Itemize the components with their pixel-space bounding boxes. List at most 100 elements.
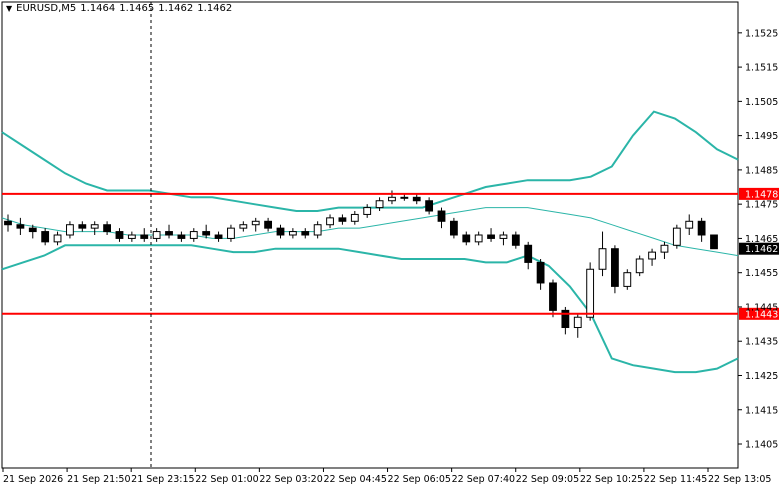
x-tick-label: 21 Sep 23:15 (131, 474, 194, 485)
bearish-candle (697, 220, 706, 236)
bearish-candle (41, 231, 50, 243)
bearish-candle (449, 220, 458, 236)
level-price-label: 1.1443 (745, 309, 778, 320)
bearish-candle (611, 248, 619, 287)
x-tick-label: 22 Sep 01:00 (195, 474, 258, 485)
bearish-candle (264, 220, 273, 229)
bullish-candle (127, 234, 136, 239)
bullish-candle (474, 234, 483, 243)
bearish-candle (524, 244, 533, 263)
bullish-candle (363, 207, 372, 215)
low-value: 1.1462 (158, 3, 194, 14)
x-tick-label: 22 Sep 13:05 (708, 474, 771, 485)
bullish-candle (660, 244, 669, 253)
y-tick-label: 1.1485 (745, 165, 778, 176)
x-tick-label: 22 Sep 09:05 (516, 474, 579, 485)
bullish-candle (586, 268, 595, 318)
y-tick-label: 1.1415 (745, 405, 778, 416)
x-tick-label: 22 Sep 10:25 (580, 474, 643, 485)
x-tick-label: 22 Sep 04:45 (323, 474, 386, 485)
bearish-candle (16, 224, 25, 229)
bullish-candle (53, 234, 62, 243)
level-price-label: 1.1478 (745, 189, 778, 200)
y-tick-label: 1.1525 (745, 28, 778, 39)
horizontal-levels[interactable]: 1.1478 1.1443 (2, 187, 779, 320)
y-tick-label: 1.1455 (745, 268, 778, 279)
bearish-candle (202, 231, 211, 236)
triangle-down-icon[interactable]: ▼ (6, 4, 13, 13)
current-price-box (739, 242, 779, 255)
y-tick-label: 1.1465 (745, 234, 778, 245)
bullish-candle (648, 251, 656, 260)
bullish-candle (350, 213, 359, 222)
current-price-label: 1.1462 (745, 244, 778, 255)
upper-band-line (1, 110, 739, 212)
bullish-candle (375, 200, 384, 209)
bearish-candle (177, 234, 186, 239)
x-tick-label: 21 Sep 21:50 (67, 474, 130, 485)
bearish-candle (412, 196, 421, 202)
bearish-candle (301, 231, 310, 236)
y-tick-label: 1.1515 (745, 63, 778, 74)
level-price-tag (739, 187, 779, 200)
bearish-candle (549, 282, 557, 311)
bearish-candle (487, 234, 495, 239)
bearish-candle (511, 234, 520, 246)
bullish-candle (635, 258, 644, 274)
bullish-candle (152, 231, 161, 239)
bullish-candle (189, 231, 198, 239)
bearish-candle (140, 234, 149, 239)
bullish-candle (672, 227, 681, 246)
price-axis: 1.1405 1.1415 1.1425 1.1435 1.1445 1.1455 1.14… (738, 28, 778, 451)
bearish-candle (214, 234, 223, 239)
bearish-candle (4, 220, 12, 226)
bearish-candle (78, 224, 87, 229)
x-tick-label: 22 Sep 07:40 (452, 474, 515, 485)
y-tick-label: 1.1445 (745, 302, 778, 313)
bullish-candle (227, 227, 235, 239)
bullish-candle (313, 224, 322, 236)
y-tick-label: 1.1435 (745, 337, 778, 348)
bullish-candle (326, 217, 334, 226)
bearish-candle (28, 227, 37, 233)
bearish-candle (437, 210, 446, 222)
chart-header: ▼ EURUSD,M5 1.1464 1.1465 1.1462 1.1462 (6, 3, 236, 14)
y-tick-label: 1.1425 (745, 371, 778, 382)
high-value: 1.1465 (119, 3, 155, 14)
x-tick-label: 22 Sep 11:45 (644, 474, 707, 485)
middle-band-line (1, 207, 739, 257)
y-tick-label: 1.1495 (745, 131, 778, 142)
bullish-candle (400, 196, 409, 199)
bearish-candle (561, 309, 570, 329)
bullish-candle (598, 248, 607, 270)
bearish-candle (165, 231, 173, 236)
y-tick-label: 1.1405 (745, 440, 778, 451)
level-price-tag (739, 307, 779, 320)
y-tick-label: 1.1475 (745, 200, 778, 211)
bullish-candle (685, 220, 694, 229)
x-tick-label: 21 Sep 2026 (3, 474, 63, 485)
x-tick-label: 22 Sep 03:20 (259, 474, 322, 485)
close-value: 1.1462 (197, 3, 233, 14)
bullish-candle (388, 196, 396, 202)
bullish-candle (90, 224, 99, 229)
bearish-candle (115, 231, 124, 239)
bullish-candle (251, 220, 260, 226)
plot-frame (1, 1, 739, 469)
bearish-candle (338, 217, 347, 222)
bearish-candle (462, 234, 471, 243)
bullish-candle (288, 231, 297, 236)
time-axis: 21 Sep 2026 21 Sep 21:50 21 Sep 23:15 22 Se… (2, 468, 771, 485)
lower-band-line (1, 244, 739, 374)
open-value: 1.1464 (80, 3, 116, 14)
symbol-label: EURUSD,M5 (16, 3, 77, 14)
x-tick-label: 22 Sep 06:05 (388, 474, 451, 485)
bullish-candle (573, 316, 582, 329)
bullish-candle (499, 234, 508, 239)
bullish-candle (66, 224, 74, 236)
bearish-candle (536, 261, 545, 284)
bearish-candle (276, 227, 285, 236)
bearish-candle (425, 200, 434, 212)
